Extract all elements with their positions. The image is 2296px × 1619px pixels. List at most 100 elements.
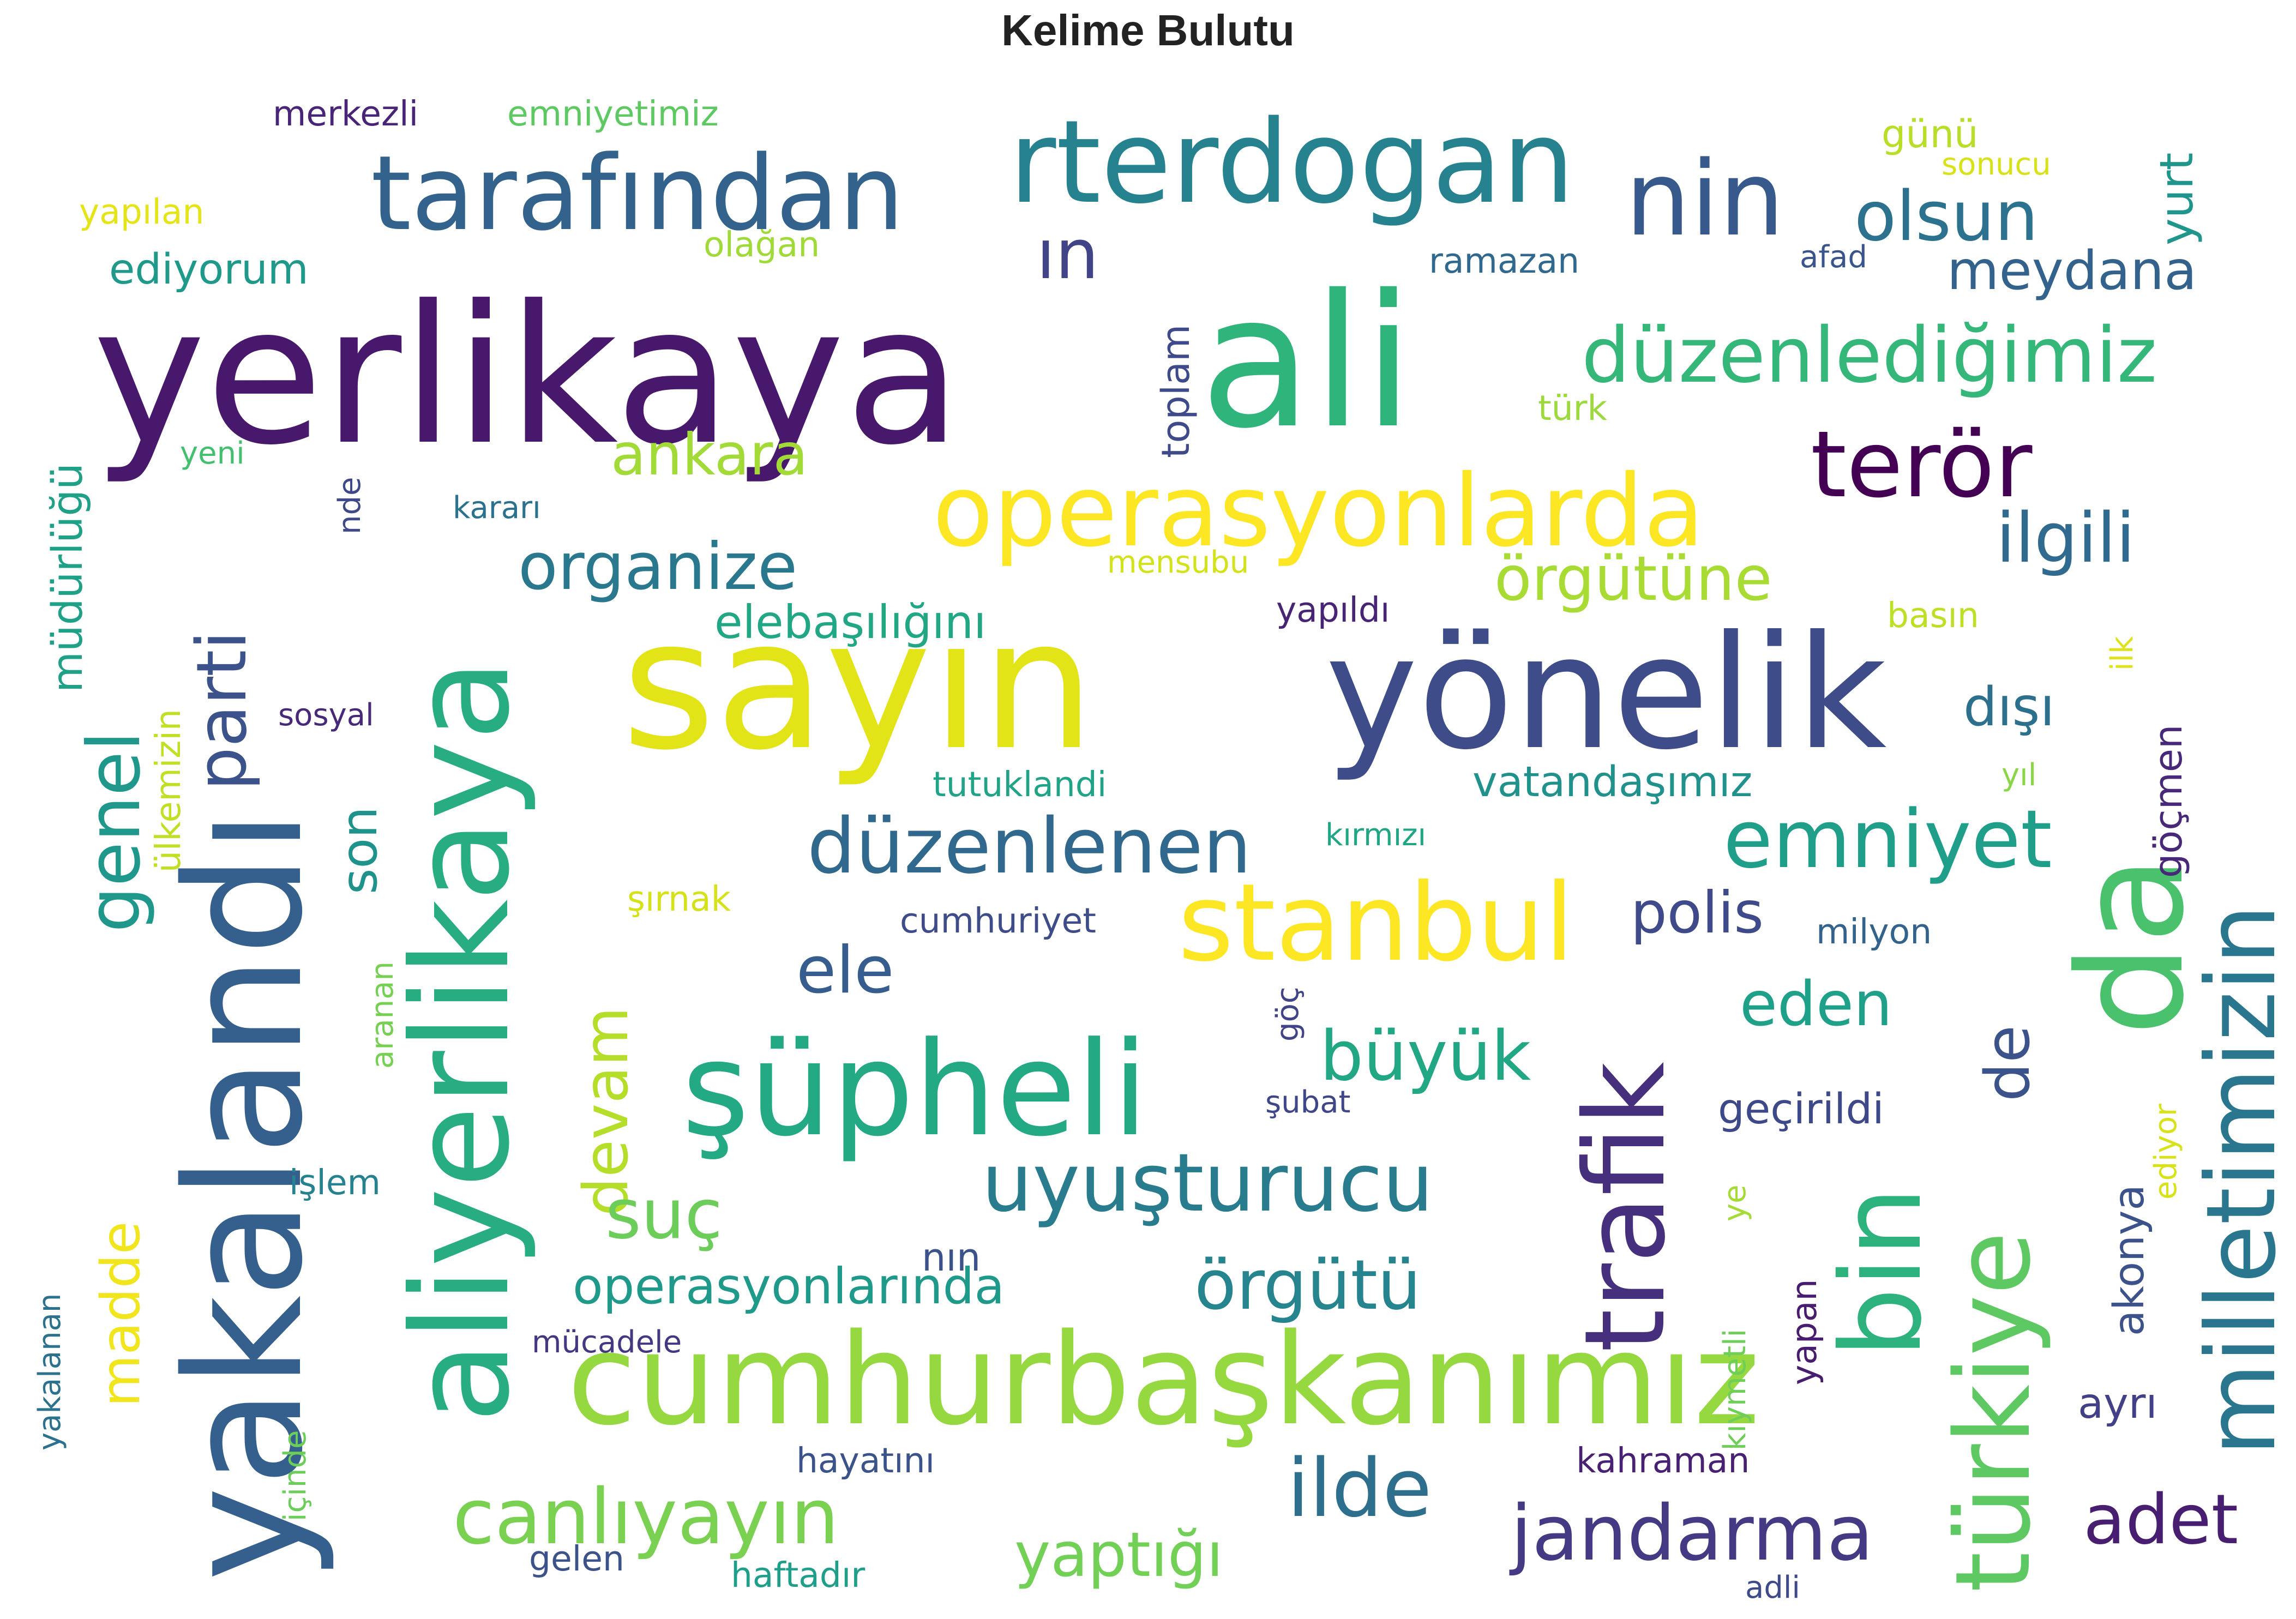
word-parti: parti: [182, 631, 262, 791]
word-trafik: trafik: [1561, 1062, 1690, 1352]
word-milletimizin: milletimizin: [2186, 904, 2296, 1456]
word-ediyorum: ediyorum: [109, 245, 309, 294]
word-gelen: gelen: [529, 1539, 624, 1579]
word-yerlikaya: yerlikaya: [93, 264, 961, 487]
word-elebasiligini: elebaşılığını: [714, 595, 987, 649]
word-genel: genel: [73, 731, 157, 932]
word-ilk: ilk: [2105, 636, 2140, 671]
word-afad: afad: [1800, 239, 1867, 275]
word-islem: işlem: [289, 1163, 381, 1202]
word-eden: eden: [1740, 969, 1892, 1040]
word-yurt: yurt: [2150, 153, 2203, 245]
word-karari: kararı: [453, 490, 541, 526]
word-yapan: yapan: [1784, 1279, 1824, 1385]
word-son: son: [331, 807, 388, 894]
word-kirmizi: kırmızı: [1325, 817, 1426, 853]
word-basin: basın: [1887, 595, 1979, 635]
word-operasyonlarda: operasyonlarda: [933, 453, 1704, 569]
word-yapildi: yapıldı: [1276, 590, 1390, 630]
word-akonya: akonya: [2105, 1184, 2154, 1336]
word-cumhuriyet: cumhuriyet: [900, 901, 1096, 941]
word-adet: adet: [2083, 1479, 2238, 1560]
word-cumhurbaskanimiz: cumhurbaşkanımız: [567, 1307, 1760, 1453]
word-yaptigi: yaptığı: [1014, 1520, 1223, 1591]
word-operasyonlarinda: operasyonlarında: [573, 1258, 1005, 1315]
word-emniyetimiz: emniyetimiz: [507, 94, 719, 134]
word-kahraman: kahraman: [1576, 1441, 1750, 1480]
word-ulkemizin: ülkemizin: [148, 709, 188, 872]
word-polis: polis: [1631, 880, 1764, 946]
word-nde: nde: [332, 477, 368, 535]
word-tarafindan: tarafından: [371, 134, 904, 254]
word-vatandasimiz: vatandaşımız: [1472, 758, 1752, 807]
word-ele: ele: [796, 933, 894, 1008]
word-ilde: ilde: [1287, 1442, 1432, 1535]
word-yapilan: yapılan: [79, 192, 204, 232]
word-mudurlugu: müdürlüğü: [44, 463, 92, 693]
word-devam: devam: [571, 1007, 642, 1216]
word-duzenlenen: düzenlenen: [807, 802, 1252, 891]
word-gocmen: göçmen: [2146, 725, 2191, 878]
word-duzenledigimiz: düzenlediğimiz: [1582, 311, 2157, 400]
word-uyusturucu: uyuşturucu: [982, 1136, 1433, 1230]
word-adli: adli: [1745, 1570, 1800, 1605]
word-toplam: toplam: [1153, 324, 1198, 458]
word-yakalanan: yakalanan: [32, 1293, 68, 1451]
word-organize: organize: [518, 529, 797, 605]
word-merkezli: merkezli: [273, 94, 418, 134]
word-gecirildi: geçirildi: [1718, 1085, 1884, 1134]
word-icinde: içinde: [278, 1430, 313, 1521]
word-turkiye: türkiye: [1933, 1231, 2053, 1592]
word-subat: şubat: [1265, 1085, 1351, 1120]
word-canliyayin: canlıyayın: [453, 1473, 839, 1562]
word-supheli: şüpheli: [682, 1014, 1148, 1165]
word-ilgili: ilgili: [1996, 498, 2135, 578]
word-teror: terör: [1811, 411, 2033, 518]
word-aliyerlikaya: aliyerlikaya: [383, 659, 539, 1423]
word-jandarma: jandarma: [1509, 1489, 1873, 1578]
word-yakalandi: yakalandı: [152, 809, 338, 1581]
word-milyon: milyon: [1816, 912, 1932, 952]
word-stanbul: stanbul: [1178, 861, 1574, 985]
word-sirnak: şırnak: [627, 879, 731, 919]
word-gunu: günü: [1882, 112, 1979, 157]
word-meydana: meydana: [1947, 240, 2197, 302]
word-ediyor: ediyor: [2148, 1103, 2184, 1200]
word-yonelik: yönelik: [1325, 602, 1887, 784]
word-suc: suç: [605, 1174, 723, 1254]
word-tutuklandi: tutuklandi: [933, 765, 1107, 804]
word-kiymetli: kıymetli: [1717, 1329, 1753, 1451]
word-sonucu: sonucu: [1942, 147, 2051, 182]
word-sosyal: sosyal: [278, 697, 374, 733]
word-turk: türk: [1538, 388, 1608, 428]
word-nin: nın: [922, 1235, 981, 1280]
word-ramazan: ramazan: [1429, 241, 1579, 281]
word-rterdogan: rterdogan: [1009, 95, 1574, 229]
word-in: ın: [1036, 214, 1099, 294]
chart-title: Kelime Bulutu: [1001, 6, 1295, 55]
word-nin: nin: [1625, 139, 1784, 259]
word-hayatini: hayatını: [796, 1441, 935, 1480]
word-ali: ali: [1200, 256, 1414, 469]
word-goc: göç: [1270, 986, 1306, 1042]
word-emniyet: emniyet: [1723, 793, 2052, 886]
word-de: de: [1973, 1025, 2043, 1102]
word-bin: bin: [1817, 1187, 1946, 1358]
word-sayin: sayın: [622, 581, 1095, 790]
word-haftadir: haftadır: [731, 1555, 865, 1595]
word-da: da: [2047, 855, 2216, 1036]
word-ankara: ankara: [611, 422, 808, 488]
word-madde: madde: [90, 1221, 152, 1407]
word-ye: ye: [1717, 1184, 1753, 1221]
word-olagan: olağan: [704, 225, 820, 264]
word-yil: yıl: [2002, 757, 2036, 793]
word-aranan: aranan: [365, 961, 400, 1069]
word-mensubu: mensubu: [1107, 545, 1249, 580]
word-mucadele: mücadele: [532, 1325, 682, 1360]
word-ayri: ayrı: [2078, 1380, 2157, 1428]
word-yeni: yeni: [180, 436, 245, 471]
word-orgutune: örgütüne: [1494, 544, 1772, 615]
word-olsun: olsun: [1854, 176, 2038, 256]
word-buyuk: büyük: [1320, 1016, 1531, 1096]
